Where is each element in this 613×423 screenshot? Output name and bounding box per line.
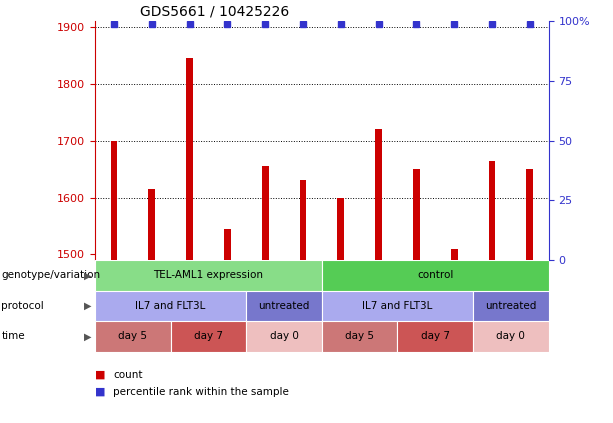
Text: GSM1583299: GSM1583299 (487, 262, 497, 322)
Text: time: time (1, 331, 25, 341)
Text: percentile rank within the sample: percentile rank within the sample (113, 387, 289, 397)
Text: TEL-AML1 expression: TEL-AML1 expression (153, 270, 264, 280)
Bar (322, 321, 397, 352)
Bar (527, 169, 533, 260)
Text: day 7: day 7 (421, 331, 450, 341)
Bar (473, 291, 549, 321)
Bar (284, 260, 322, 291)
Bar (300, 181, 306, 260)
Bar (435, 260, 473, 291)
Bar (110, 140, 117, 260)
Text: untreated: untreated (485, 301, 536, 311)
Bar (413, 169, 420, 260)
Bar (95, 321, 170, 352)
Bar (473, 260, 511, 291)
Text: GSM1583302: GSM1583302 (374, 262, 383, 322)
Text: GSM1583301: GSM1583301 (336, 262, 345, 322)
Text: count: count (113, 370, 143, 380)
Text: genotype/variation: genotype/variation (1, 270, 101, 280)
Bar (397, 260, 435, 291)
Text: day 7: day 7 (194, 331, 223, 341)
Bar (246, 321, 322, 352)
Text: untreated: untreated (258, 301, 310, 311)
Bar (148, 189, 155, 260)
Bar (473, 321, 549, 352)
Bar (322, 291, 473, 321)
Bar (397, 321, 473, 352)
Text: ■: ■ (95, 370, 105, 380)
Bar (451, 249, 457, 260)
Text: control: control (417, 270, 454, 280)
Bar (511, 260, 549, 291)
Text: ■: ■ (95, 387, 105, 397)
Text: GSM1583303: GSM1583303 (412, 262, 421, 322)
Text: IL7 and FLT3L: IL7 and FLT3L (362, 301, 433, 311)
Bar (375, 129, 382, 260)
Text: GSM1583306: GSM1583306 (299, 262, 308, 322)
Bar (208, 260, 246, 291)
Bar (337, 198, 344, 260)
Bar (95, 260, 133, 291)
Text: day 5: day 5 (345, 331, 374, 341)
Bar (95, 260, 322, 291)
Text: GSM1583304: GSM1583304 (449, 262, 459, 322)
Text: day 0: day 0 (497, 331, 525, 341)
Bar (224, 229, 230, 260)
Text: ▶: ▶ (85, 301, 92, 311)
Bar (246, 260, 284, 291)
Text: day 0: day 0 (270, 331, 299, 341)
Bar (170, 321, 246, 352)
Text: IL7 and FLT3L: IL7 and FLT3L (135, 301, 206, 311)
Bar (489, 161, 495, 260)
Text: GSM1583307: GSM1583307 (109, 262, 118, 322)
Bar (95, 291, 246, 321)
Bar (322, 260, 360, 291)
Bar (322, 260, 549, 291)
Text: day 5: day 5 (118, 331, 147, 341)
Text: protocol: protocol (1, 301, 44, 311)
Bar (262, 166, 268, 260)
Text: ▶: ▶ (85, 331, 92, 341)
Bar (170, 260, 208, 291)
Text: ▶: ▶ (85, 270, 92, 280)
Text: GSM1583305: GSM1583305 (261, 262, 270, 322)
Bar (246, 291, 322, 321)
Text: GSM1583300: GSM1583300 (525, 262, 535, 322)
Text: GDS5661 / 10425226: GDS5661 / 10425226 (140, 5, 289, 19)
Text: GSM1583310: GSM1583310 (223, 262, 232, 322)
Text: GSM1583309: GSM1583309 (185, 262, 194, 322)
Bar (133, 260, 170, 291)
Bar (186, 58, 193, 260)
Text: GSM1583308: GSM1583308 (147, 262, 156, 322)
Bar (360, 260, 397, 291)
